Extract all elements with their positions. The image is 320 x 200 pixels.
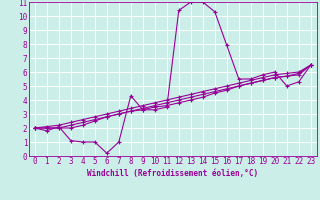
X-axis label: Windchill (Refroidissement éolien,°C): Windchill (Refroidissement éolien,°C) bbox=[87, 169, 258, 178]
